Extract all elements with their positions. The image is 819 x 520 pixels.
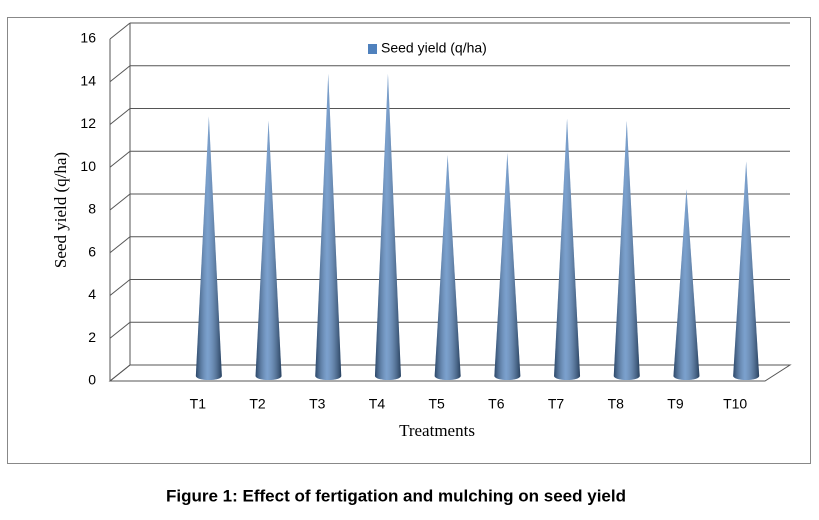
cone-shade xyxy=(554,118,581,380)
x-tick-label: T7 xyxy=(548,396,565,412)
chart-title: Figure 1: Effect of fertigation and mulc… xyxy=(166,486,626,505)
y-axis-title: Seed yield (q/ha) xyxy=(51,152,70,268)
y-tick-label: 8 xyxy=(88,201,96,217)
cone-shade xyxy=(434,154,461,380)
x-tick-label: T8 xyxy=(608,396,625,412)
x-tick-label: T10 xyxy=(723,396,747,412)
x-tick-label: T1 xyxy=(190,396,207,412)
x-tick-label: T5 xyxy=(428,396,445,412)
cone-shade xyxy=(673,189,700,380)
y-tick-label: 4 xyxy=(88,286,96,302)
grid-line xyxy=(109,321,131,339)
cone-shade xyxy=(374,73,401,380)
y-tick-label: 12 xyxy=(80,115,96,131)
y-tick-label: 2 xyxy=(88,329,96,345)
legend-label: Seed yield (q/ha) xyxy=(381,40,487,56)
grid-line xyxy=(109,193,131,211)
grid-line xyxy=(109,364,131,382)
y-tick-label: 14 xyxy=(80,72,96,88)
y-tick-label: 6 xyxy=(88,243,96,259)
x-axis-title: Treatments xyxy=(399,421,475,440)
cone-shade xyxy=(494,152,521,380)
grid-line xyxy=(109,279,131,296)
legend-swatch xyxy=(368,44,377,54)
grid-line xyxy=(109,108,131,125)
cone-shade xyxy=(733,161,760,380)
x-tick-label: T9 xyxy=(667,396,684,412)
cone-shade xyxy=(195,116,222,380)
grid-line xyxy=(109,22,131,40)
grid-line xyxy=(109,65,131,83)
cone-shade xyxy=(255,120,282,380)
y-tick-label: 16 xyxy=(80,30,96,46)
cone-shade xyxy=(613,120,640,381)
chart-frame xyxy=(7,17,811,464)
x-tick-label: T3 xyxy=(309,396,326,412)
grid-line xyxy=(109,150,131,168)
y-tick-label: 0 xyxy=(88,372,96,388)
x-tick-label: T2 xyxy=(249,396,266,412)
x-tick-label: T6 xyxy=(488,396,505,412)
y-tick-label: 10 xyxy=(80,158,96,174)
cone-shade xyxy=(315,73,342,380)
grid-line xyxy=(109,236,131,254)
x-tick-label: T4 xyxy=(369,396,386,412)
